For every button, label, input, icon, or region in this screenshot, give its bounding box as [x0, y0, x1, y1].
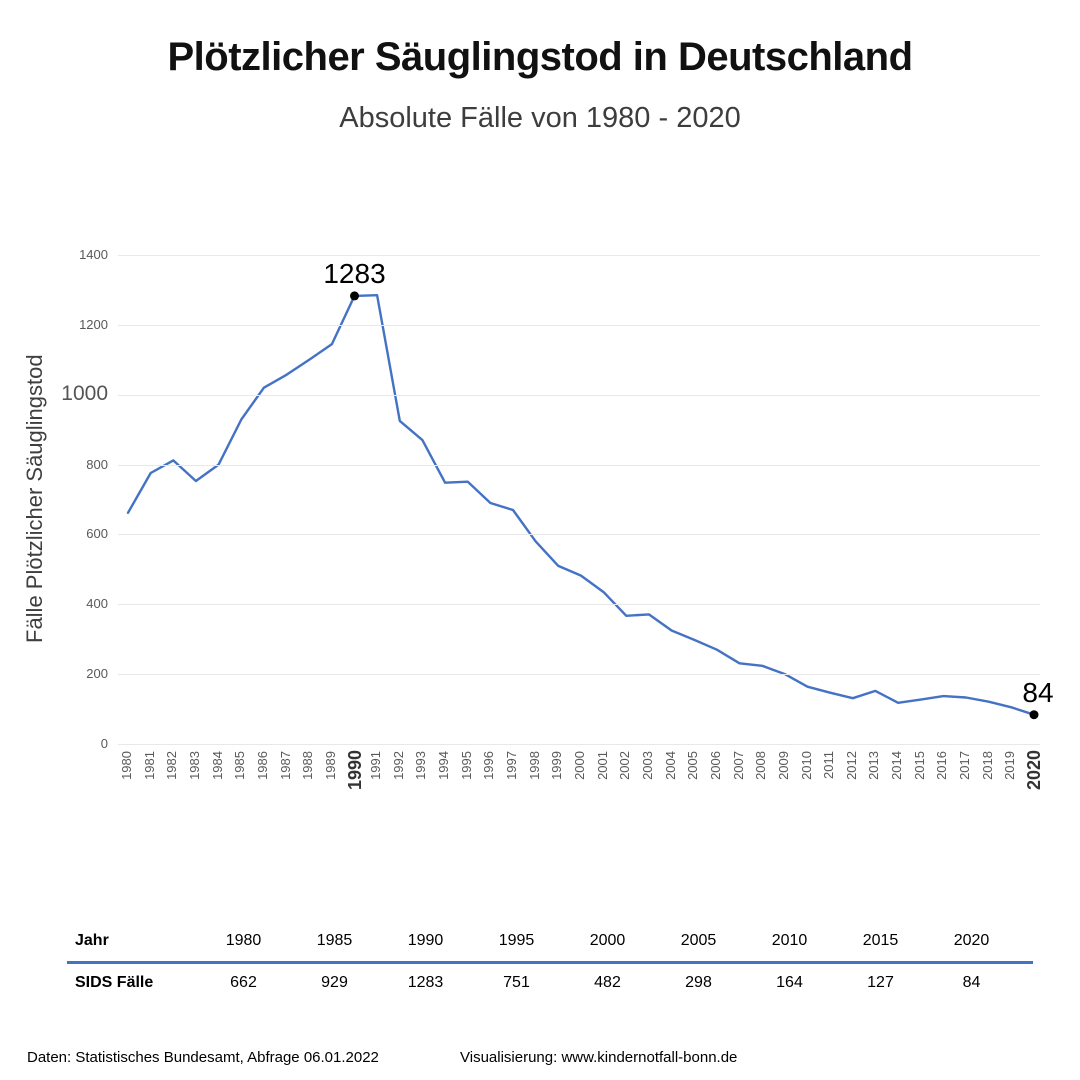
sids-data-line [126, 294, 1036, 716]
data-table: Jahr 1980 1985 1990 1995 2000 2005 2010 2015 2020… [67, 921, 1033, 1002]
x-tick-label: 1994 [436, 751, 452, 780]
x-tick-label: 2019 [1002, 751, 1018, 780]
data-point-marker-1990 [350, 291, 359, 301]
table-cell: 1985 [316, 932, 353, 949]
table-row-years: Jahr 1980 1985 1990 1995 2000 2005 2010 2015 2020 [67, 921, 1033, 961]
table-cell: 127 [867, 974, 894, 991]
table-cell: 1995 [498, 932, 535, 949]
table-cell: 751 [503, 974, 530, 991]
table-cell: 662 [230, 974, 257, 991]
data-label-2020: 84 [1022, 676, 1054, 708]
y-tick-label: 1200 [79, 316, 108, 332]
x-tick-label: 2000 [572, 751, 587, 780]
gridline [118, 464, 1040, 466]
gridline [118, 674, 1040, 676]
x-tick-label: 2010 [798, 751, 814, 780]
footer-source: Daten: Statistisches Bundesamt, Abfrage … [27, 1049, 379, 1066]
x-tick-label: 1982 [164, 751, 180, 780]
chart-title: Plötzlicher Säuglingstod in Deutschland [167, 35, 913, 79]
gridline [118, 604, 1040, 606]
x-tick-label: 1983 [186, 751, 202, 780]
x-tick-label: 1996 [481, 751, 497, 780]
table-cell: 929 [321, 974, 348, 991]
x-tick-label: 1989 [322, 751, 338, 780]
x-tick-label: 2016 [934, 751, 950, 780]
x-tick-label: 1991 [368, 751, 384, 780]
x-tick-label: 2018 [979, 751, 995, 780]
data-label-1990: 1283 [323, 257, 386, 289]
gridline [118, 534, 1040, 536]
table-cell: 2005 [680, 932, 717, 949]
x-tick-label: 2013 [866, 751, 882, 780]
x-tick-label: 2007 [730, 751, 746, 780]
table-row1-label: Jahr [75, 932, 109, 949]
x-tick-label: 1990 [344, 750, 365, 791]
y-tick-label: 200 [86, 666, 108, 682]
x-tick-label: 2011 [821, 751, 837, 779]
x-tick-label: 2003 [639, 751, 655, 780]
table-cell: 2015 [862, 932, 899, 949]
table-row2-label: SIDS Fälle [75, 974, 154, 991]
x-tick-label: 2006 [707, 751, 723, 780]
table-cell: 2010 [771, 932, 808, 949]
x-tick-label: 2012 [843, 751, 859, 780]
y-tick-label: 600 [86, 526, 108, 542]
x-tick-label: 1988 [300, 751, 316, 780]
y-tick-label: 400 [86, 596, 108, 612]
x-tick-label: 1981 [141, 751, 157, 780]
x-tick-label: 1987 [277, 751, 293, 780]
x-tick-label: 2017 [957, 751, 972, 780]
x-tick-label: 1995 [458, 751, 474, 780]
y-tick-label: 800 [86, 456, 108, 472]
x-tick-label: 2005 [685, 751, 701, 780]
footer-visualization: Visualisierung: www.kindernotfall-bonn.d… [460, 1049, 738, 1066]
y-tick-label: 1000 [61, 381, 108, 405]
x-tick-label: 1999 [549, 751, 565, 780]
x-tick-label: 2008 [753, 751, 769, 780]
y-tick-label: 0 [100, 736, 108, 751]
x-tick-label: 2004 [662, 751, 678, 780]
x-tick-label: 1984 [209, 751, 225, 780]
x-tick-label: 2009 [775, 751, 791, 780]
table-cell: 2020 [953, 932, 990, 949]
table-cell: 482 [594, 974, 621, 991]
x-tick-label: 1992 [390, 751, 406, 780]
table-cell: 84 [962, 974, 981, 991]
table-cell: 1283 [407, 974, 444, 991]
table-cell: 1990 [407, 932, 444, 949]
x-tick-label: 1998 [526, 751, 542, 780]
y-tick-label: 1400 [79, 247, 108, 262]
table-divider [67, 961, 1033, 964]
x-tick-label: 1985 [232, 751, 248, 780]
table-cell: 298 [685, 974, 712, 991]
x-tick-label: 1997 [504, 751, 519, 780]
data-point-marker-2020 [1029, 710, 1039, 720]
x-tick-label: 2014 [889, 751, 905, 780]
x-tick-label: 2020 [1024, 750, 1044, 791]
x-tick-label: 2015 [911, 751, 927, 780]
x-tick-label: 1986 [254, 751, 270, 780]
gridline [118, 255, 1040, 256]
gridline [118, 744, 1040, 745]
chart-subtitle: Absolute Fälle von 1980 - 2020 [339, 102, 741, 134]
table-cell: 2000 [589, 932, 626, 949]
table-cell: 164 [776, 974, 803, 991]
table-row-values: SIDS Fälle 662 929 1283 751 482 298 164 127 84 [67, 964, 1033, 1002]
x-tick-label: 1993 [413, 751, 429, 780]
x-tick-label: 2001 [594, 751, 610, 780]
gridline [118, 324, 1040, 326]
x-tick-label: 2002 [617, 751, 633, 780]
table-cell: 1980 [225, 932, 262, 949]
x-tick-label: 1980 [119, 751, 134, 780]
gridline [118, 394, 1040, 396]
